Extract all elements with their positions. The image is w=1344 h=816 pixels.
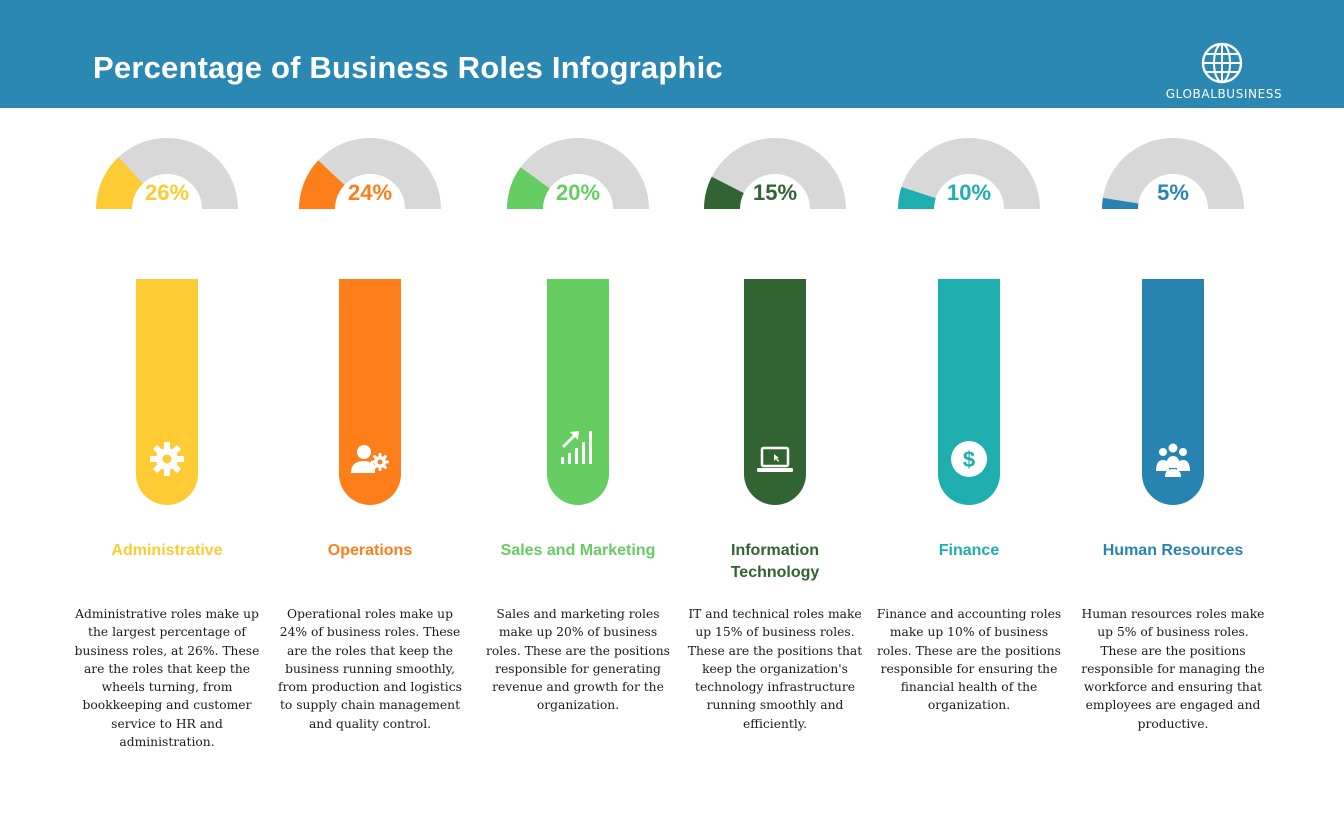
category-label: Information Technology (730, 542, 820, 581)
gauge-value-arc (96, 157, 144, 210)
category-label: Sales and Marketing (500, 542, 656, 559)
category-description: Operational roles make up 24% of busines… (278, 607, 462, 731)
role-column: 26% Administrative Administrative roles … (72, 108, 262, 816)
logo-text: GLOBALBUSINESS (1165, 87, 1283, 101)
gauge-chart (299, 138, 441, 210)
role-bar (744, 279, 806, 505)
people-group-icon (1156, 443, 1190, 477)
category-description: Administrative roles make up the largest… (74, 607, 260, 750)
gauge-chart (1101, 138, 1244, 210)
gauge-value-label: 15% (752, 180, 798, 205)
category-label: Administrative (111, 542, 223, 559)
gauge-value-arc (1101, 197, 1139, 210)
role-column: 20% Sales and Marketing Sales and market… (483, 108, 673, 816)
role-bar: $ (938, 279, 1000, 505)
role-bar (1142, 279, 1204, 505)
gauge-value-label: 10% (946, 180, 992, 205)
role-column: 5% Human Resources Human resources roles… (1078, 108, 1268, 816)
category-label: Finance (938, 542, 1000, 559)
gauge-value-arc (704, 176, 745, 210)
category-description: IT and technical roles make up 15% of bu… (687, 607, 863, 731)
gauge-track (898, 138, 1040, 210)
category-label: Human Resources (1102, 542, 1244, 559)
category-description: Finance and accounting roles make up 10%… (876, 607, 1062, 713)
gauge-chart (96, 138, 238, 210)
role-bar (339, 279, 401, 505)
gauge-chart (507, 138, 649, 210)
user-gear-icon (351, 445, 389, 473)
gauge-value-label: 24% (347, 180, 393, 205)
role-column: 15% Information Technology IT and techni… (680, 108, 870, 816)
laptop-icon (757, 446, 793, 472)
gauge-value-arc (299, 160, 346, 210)
role-column: 10% $ Finance Finance and accounting rol… (874, 108, 1064, 816)
gauge-chart (897, 138, 1040, 210)
svg-text:$: $ (963, 447, 975, 472)
gauge-value-arc (507, 167, 551, 210)
role-bar (136, 279, 198, 505)
header-banner: Percentage of Business Roles Infographic… (0, 0, 1344, 108)
role-bar (547, 279, 609, 505)
gauge-value-arc (897, 187, 936, 210)
gauge-value-label: 5% (1157, 180, 1189, 205)
category-description: Sales and marketing roles make up 20% of… (486, 607, 670, 713)
gauge-track (1102, 138, 1244, 210)
globe-icon (1201, 42, 1243, 84)
gauge-value-label: 26% (144, 180, 190, 205)
category-description: Human resources roles make up 5% of busi… (1081, 607, 1265, 731)
page-title: Percentage of Business Roles Infographic (93, 50, 723, 85)
role-column: 24% Operations Operational roles make up… (275, 108, 465, 816)
category-label: Operations (327, 542, 413, 559)
gauge-chart (704, 138, 846, 210)
dollar-coin-icon: $ (951, 441, 987, 477)
growth-chart-icon (561, 431, 592, 464)
gauge-value-label: 20% (555, 180, 601, 205)
gear-icon (150, 442, 184, 476)
